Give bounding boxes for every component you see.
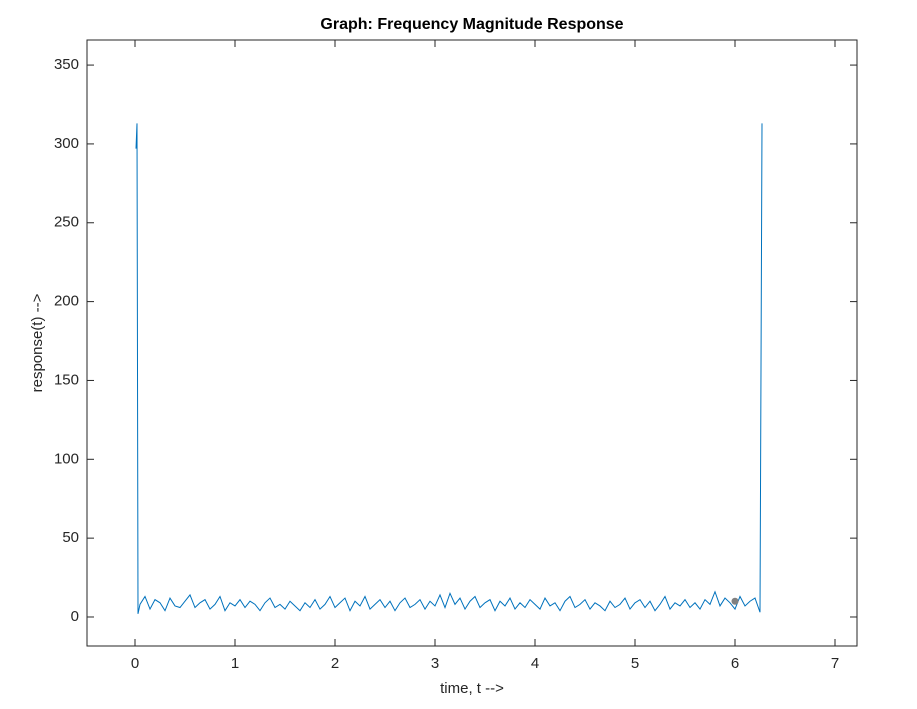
y-tick-label: 100 <box>54 450 79 467</box>
y-tick-label: 0 <box>71 608 79 625</box>
x-tick-label: 5 <box>631 655 639 672</box>
data-line <box>135 123 763 614</box>
x-tick-label: 2 <box>331 655 339 672</box>
x-axis-label: time, t --> <box>440 680 504 697</box>
y-tick-label: 150 <box>54 371 79 388</box>
marker-point <box>731 597 739 605</box>
y-tick-label: 350 <box>54 56 79 73</box>
plot-frame <box>86 39 858 647</box>
x-tick-label: 4 <box>531 655 539 672</box>
y-axis-label: response(t) --> <box>29 293 46 392</box>
y-tick-label: 300 <box>54 135 79 152</box>
y-tick-label: 50 <box>62 529 79 546</box>
y-tick-label: 200 <box>54 293 79 310</box>
y-tick-label: 250 <box>54 214 79 231</box>
chart-title: Graph: Frequency Magnitude Response <box>320 16 623 33</box>
x-tick-label: 3 <box>431 655 439 672</box>
x-tick-label: 6 <box>731 655 739 672</box>
x-tick-label: 1 <box>231 655 239 672</box>
x-tick-label: 7 <box>831 655 839 672</box>
x-tick-label: 0 <box>131 655 139 672</box>
